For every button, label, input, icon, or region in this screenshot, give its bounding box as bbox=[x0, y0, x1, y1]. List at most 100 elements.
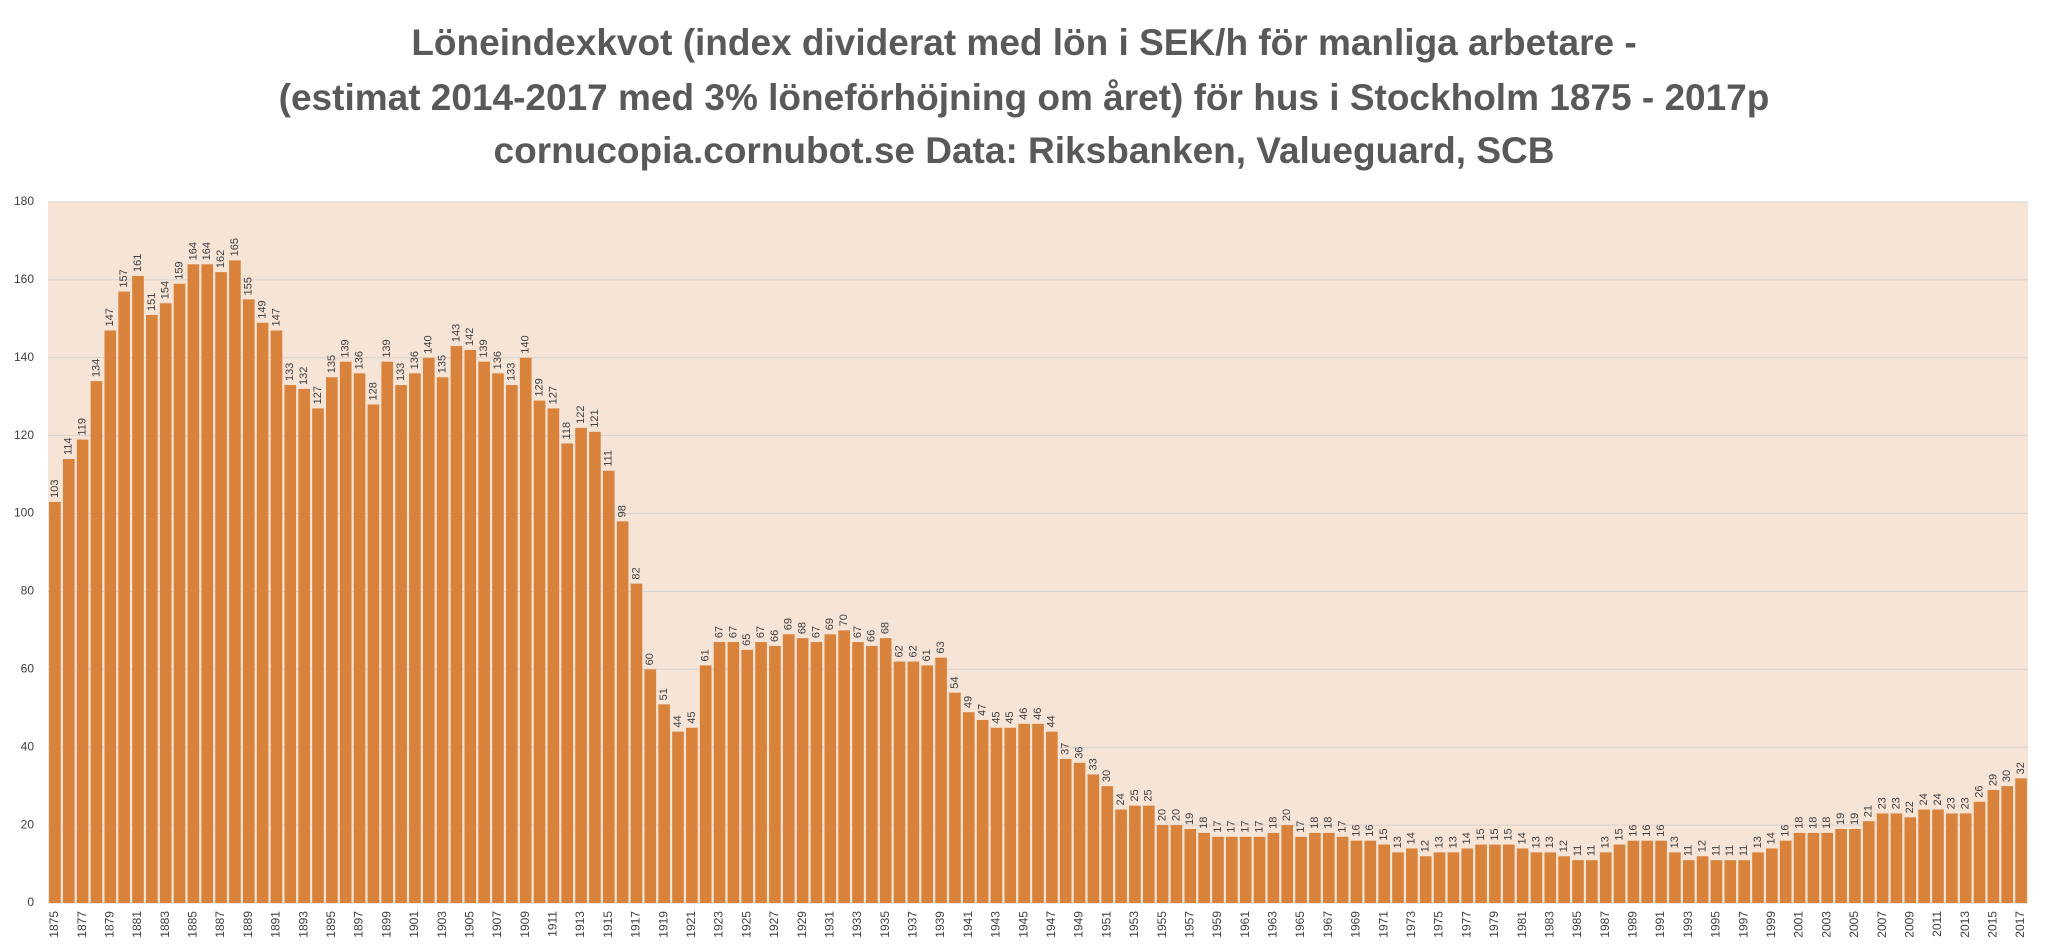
data-label: 69 bbox=[783, 618, 795, 630]
data-label: 15 bbox=[1489, 828, 1501, 840]
bar bbox=[367, 404, 380, 903]
x-tick-label: 1881 bbox=[130, 911, 144, 938]
bar bbox=[824, 634, 837, 903]
x-tick-label: 1921 bbox=[684, 911, 698, 938]
x-tick-label: 1897 bbox=[352, 911, 366, 938]
data-label: 18 bbox=[1807, 817, 1819, 829]
data-label: 66 bbox=[866, 630, 878, 642]
data-label: 67 bbox=[755, 626, 767, 638]
x-tick-label: 1941 bbox=[961, 911, 975, 938]
bar bbox=[686, 727, 698, 903]
data-label: 155 bbox=[243, 277, 255, 295]
bar bbox=[769, 645, 781, 903]
x-tick-label: 1887 bbox=[213, 911, 227, 938]
bar bbox=[1932, 809, 1944, 903]
bar bbox=[1544, 852, 1557, 903]
x-tick-label: 1935 bbox=[878, 911, 892, 938]
bar bbox=[1502, 844, 1515, 903]
bar bbox=[1821, 832, 1834, 903]
data-label: 47 bbox=[977, 704, 989, 716]
x-tick-label: 1891 bbox=[269, 911, 283, 938]
x-tick-label: 1991 bbox=[1653, 911, 1667, 938]
bar bbox=[672, 731, 684, 903]
data-label: 18 bbox=[1821, 817, 1833, 829]
x-tick-label: 1931 bbox=[822, 911, 836, 938]
data-label: 45 bbox=[686, 712, 698, 724]
data-label: 16 bbox=[1364, 824, 1376, 836]
data-label: 14 bbox=[1461, 832, 1473, 844]
bar bbox=[1239, 836, 1252, 903]
data-label: 13 bbox=[1669, 836, 1681, 848]
data-label: 29 bbox=[1987, 774, 1999, 786]
x-tick-label: 1939 bbox=[933, 911, 947, 938]
data-label: 15 bbox=[1475, 828, 1487, 840]
bar bbox=[436, 377, 449, 903]
data-label: 19 bbox=[1184, 813, 1196, 825]
x-tick-label: 1927 bbox=[767, 911, 781, 938]
data-label: 30 bbox=[2001, 770, 2013, 782]
x-tick-label: 2005 bbox=[1847, 911, 1861, 938]
data-label: 142 bbox=[464, 328, 476, 346]
bar bbox=[1904, 817, 1917, 903]
bar bbox=[1890, 813, 1903, 903]
bar bbox=[949, 692, 961, 903]
data-label: 18 bbox=[1267, 817, 1279, 829]
data-label: 67 bbox=[852, 626, 864, 638]
bar bbox=[326, 377, 338, 903]
bar bbox=[1184, 829, 1197, 903]
data-label: 44 bbox=[672, 715, 684, 727]
data-label: 12 bbox=[1558, 840, 1570, 852]
bar bbox=[658, 704, 670, 903]
data-label: 18 bbox=[1323, 817, 1335, 829]
bar bbox=[62, 459, 75, 903]
data-label: 12 bbox=[1420, 840, 1432, 852]
x-tick-label: 1955 bbox=[1155, 911, 1169, 938]
data-label: 65 bbox=[741, 634, 753, 646]
bar bbox=[1862, 821, 1875, 903]
data-label: 67 bbox=[727, 626, 739, 638]
data-label: 133 bbox=[395, 363, 407, 381]
y-tick-label: 80 bbox=[21, 584, 35, 598]
bar bbox=[1613, 844, 1626, 903]
bar bbox=[1696, 856, 1709, 903]
data-label: 17 bbox=[1226, 821, 1238, 833]
data-label: 132 bbox=[298, 367, 310, 385]
x-tick-label: 2003 bbox=[1819, 911, 1833, 938]
bar bbox=[1973, 801, 1986, 903]
data-label: 45 bbox=[1004, 712, 1016, 724]
x-tick-label: 1995 bbox=[1709, 911, 1723, 938]
data-label: 140 bbox=[520, 335, 532, 353]
data-label: 18 bbox=[1309, 817, 1321, 829]
data-label: 67 bbox=[810, 626, 822, 638]
data-label: 119 bbox=[77, 418, 89, 436]
data-label: 11 bbox=[1572, 845, 1584, 856]
x-tick-label: 1981 bbox=[1515, 911, 1529, 938]
data-label: 36 bbox=[1073, 747, 1085, 759]
data-label: 157 bbox=[118, 269, 130, 287]
x-tick-label: 1963 bbox=[1266, 911, 1280, 938]
data-label: 16 bbox=[1627, 824, 1639, 836]
bar bbox=[1364, 840, 1377, 903]
data-label: 17 bbox=[1337, 821, 1349, 833]
data-label: 139 bbox=[381, 339, 393, 357]
bar bbox=[616, 521, 629, 903]
bar bbox=[1281, 825, 1294, 903]
y-tick-label: 120 bbox=[14, 428, 34, 442]
bar bbox=[1433, 852, 1446, 903]
data-label: 139 bbox=[340, 339, 352, 357]
bar bbox=[990, 727, 1003, 903]
bar bbox=[1004, 727, 1017, 903]
data-label: 133 bbox=[284, 363, 296, 381]
bar bbox=[935, 657, 947, 903]
data-label: 62 bbox=[893, 645, 905, 657]
x-tick-label: 1933 bbox=[850, 911, 864, 938]
x-tick-label: 1987 bbox=[1598, 911, 1612, 938]
bar bbox=[1918, 809, 1930, 903]
bar bbox=[1073, 762, 1086, 903]
bar bbox=[173, 283, 186, 903]
bar bbox=[907, 661, 920, 903]
bar bbox=[339, 361, 352, 903]
bar bbox=[1142, 805, 1155, 903]
data-label: 134 bbox=[90, 359, 102, 377]
